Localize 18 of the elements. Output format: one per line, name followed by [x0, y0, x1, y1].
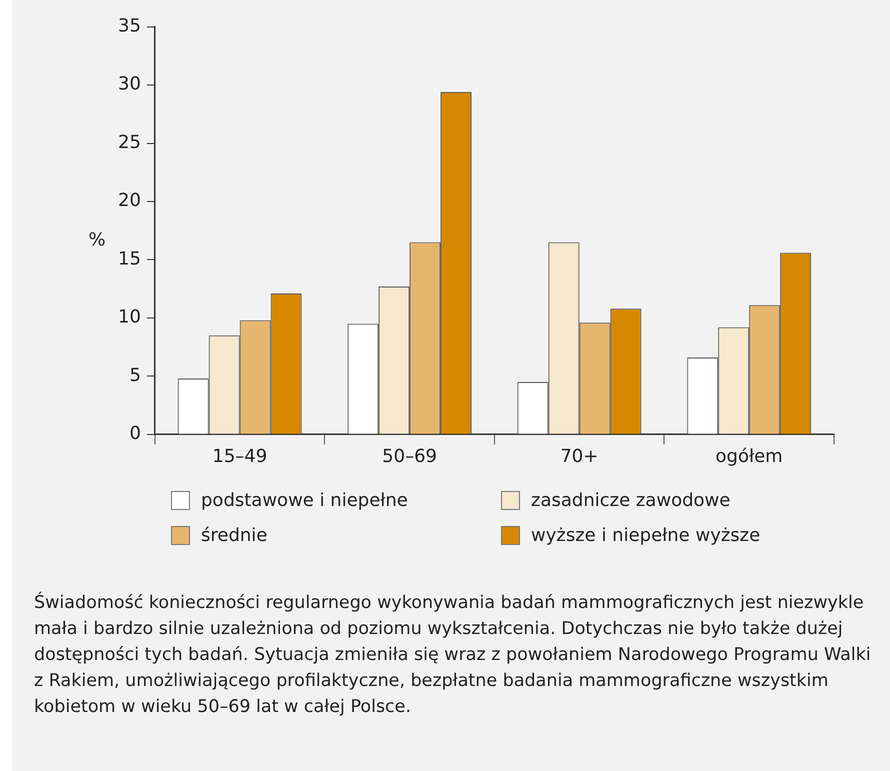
y-tick-label: 5	[129, 364, 141, 386]
x-tick-label: ogółem	[716, 446, 783, 467]
y-tick-label: 35	[118, 15, 141, 36]
legend-label: średnie	[201, 525, 268, 546]
y-tick-label: 20	[118, 190, 141, 212]
y-tick-label: 10	[118, 306, 141, 328]
legend-label: podstawowe i niepełne	[201, 490, 408, 511]
legend-label: zasadnicze zawodowe	[531, 490, 730, 511]
text: Świadomość konieczności regularnego wykonywania badań mammograficznych jest niezwykle mała i bardzo silnie uzależniona od poziomu wykształcenia. Dotychczas nie było także dużej dostępności tych badań. Sytuacja zmieniła się wraz z powołaniem Narodowego Programu Walki z Rakiem, umożliwiającego profilaktyczne, bezpłatne badania mammograficzne wszystkim kobietom w wieku 50–69 lat w całej Polsce.	[34, 590, 872, 719]
x-tick-label: 70+	[560, 446, 598, 467]
x-tick-label: 15–49	[212, 446, 268, 467]
y-axis-title: %	[88, 229, 106, 250]
y-tick-label: 30	[118, 74, 141, 95]
y-tick-label: 25	[118, 132, 141, 153]
y-tick-label: 15	[118, 248, 141, 270]
x-tick-label: 50–69	[382, 446, 437, 467]
legend-label: wyższe i niepełne wyższe	[531, 525, 760, 546]
y-tick-label: 0	[129, 423, 141, 444]
